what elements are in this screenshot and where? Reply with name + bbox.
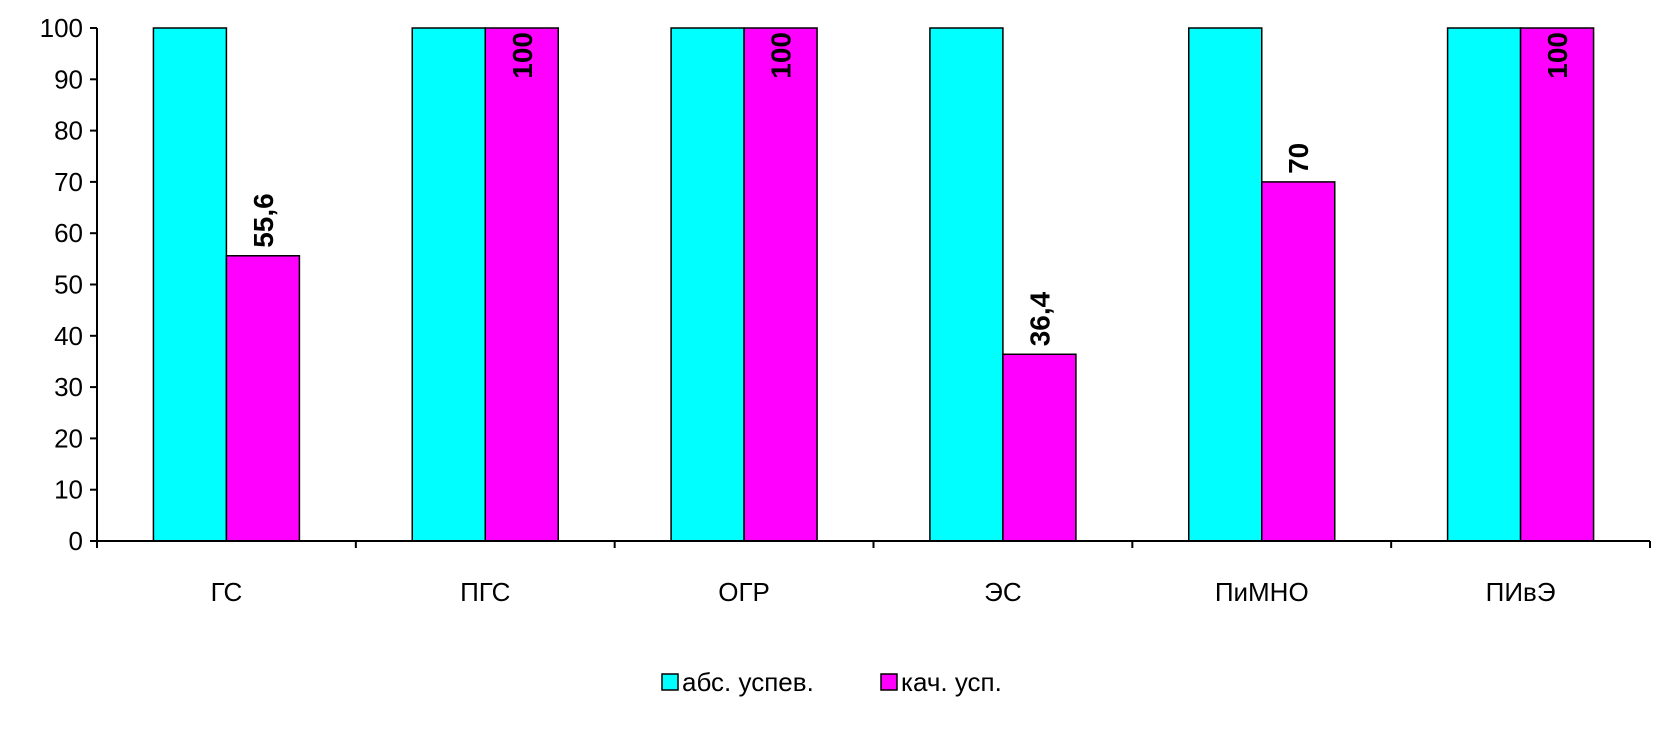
bar-abs-4 — [1188, 27, 1263, 542]
data-label-0: 55,6 — [248, 193, 279, 248]
y-tick-label: 60 — [54, 218, 83, 248]
bar-qual-3 — [1002, 353, 1077, 542]
legend-item-abs: абс. успев. — [661, 667, 814, 697]
x-tick-label: ОГР — [718, 577, 770, 607]
y-tick-label: 90 — [54, 64, 83, 94]
y-tick-label: 10 — [54, 475, 83, 505]
x-tick-label: ПИвЭ — [1486, 577, 1556, 607]
x-tick-label: ЭС — [984, 577, 1021, 607]
y-tick-label: 40 — [54, 321, 83, 351]
bar-qual-5 — [1519, 27, 1595, 542]
y-tick-label: 100 — [40, 13, 83, 43]
y-tick-label: 50 — [54, 270, 83, 300]
x-tick-label: ГС — [211, 577, 243, 607]
bar-abs-2 — [670, 27, 745, 542]
bars — [152, 27, 1595, 542]
bar-abs-3 — [929, 27, 1004, 542]
data-label-1: 100 — [507, 32, 538, 79]
legend-label: кач. усп. — [901, 667, 1002, 697]
legend-swatch — [880, 673, 898, 691]
bar-abs-5 — [1446, 27, 1522, 542]
legend-label: абс. успев. — [682, 667, 814, 697]
legend-item-qual: кач. усп. — [880, 667, 1002, 697]
data-label-5: 100 — [1542, 32, 1573, 79]
legend-swatch — [661, 673, 679, 691]
data-label-4: 70 — [1283, 143, 1314, 174]
y-tick-label: 30 — [54, 372, 83, 402]
y-tick-label: 0 — [69, 526, 83, 556]
y-tick-label: 20 — [54, 423, 83, 453]
x-tick-label: ПГС — [460, 577, 510, 607]
y-tick-label: 80 — [54, 116, 83, 146]
bar-abs-1 — [411, 27, 486, 542]
bar-qual-1 — [484, 27, 559, 542]
bar-qual-0 — [225, 255, 301, 542]
data-label-3: 36,4 — [1024, 291, 1055, 346]
bar-abs-0 — [152, 27, 228, 542]
bar-qual-4 — [1261, 181, 1336, 542]
x-tick-label: ПиМНО — [1215, 577, 1309, 607]
x-axis: ГС ПГС ОГР ЭС ПиМНО ПИвЭ — [96, 540, 1651, 607]
data-labels: 55,6 100 100 36,4 70 100 — [248, 32, 1573, 346]
y-tick-label: 70 — [54, 167, 83, 197]
data-label-2: 100 — [766, 32, 797, 79]
bar-qual-2 — [743, 27, 818, 542]
y-axis: 0 10 20 30 40 50 60 70 80 90 100 — [40, 13, 98, 556]
legend: абс. успев. кач. усп. — [661, 667, 1002, 697]
